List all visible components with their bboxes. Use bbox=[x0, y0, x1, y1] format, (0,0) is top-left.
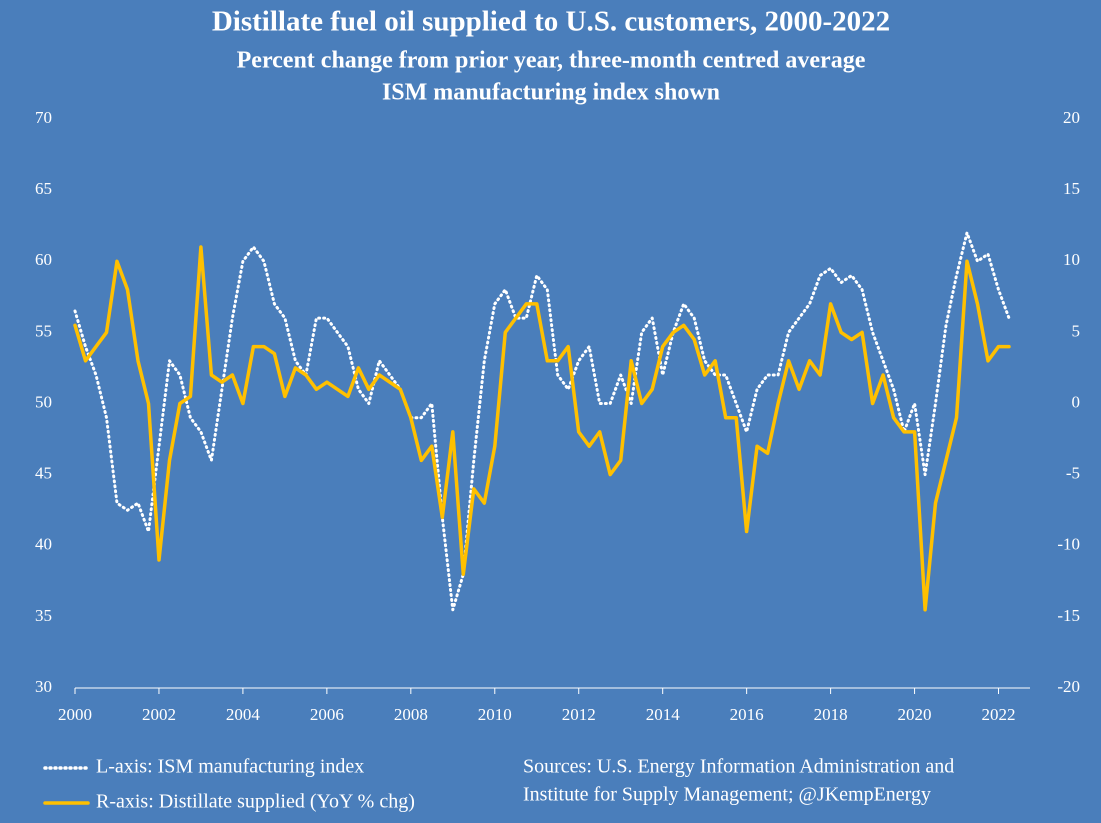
x-tick-label: 2020 bbox=[898, 705, 932, 724]
chart-subtitle: Percent change from prior year, three-mo… bbox=[237, 48, 866, 74]
y-tick-label: 40 bbox=[35, 535, 52, 554]
source: Sources: U.S. Energy Information Adminis… bbox=[523, 756, 954, 778]
legend-label: R-axis: Distillate supplied (YoY % chg) bbox=[96, 791, 415, 813]
y2-tick-label: 10 bbox=[1063, 250, 1080, 269]
y2-tick-label: 20 bbox=[1063, 108, 1080, 127]
x-tick-label: 2004 bbox=[226, 705, 261, 724]
y-tick-label: 70 bbox=[35, 108, 52, 127]
x-tick-label: 2012 bbox=[562, 705, 596, 724]
y-tick-label: 30 bbox=[35, 677, 52, 696]
y-tick-label: 65 bbox=[35, 179, 52, 198]
source: Institute for Supply Management; @JKempE… bbox=[523, 784, 931, 806]
x-tick-label: 2008 bbox=[394, 705, 428, 724]
y-tick-label: 60 bbox=[35, 250, 52, 269]
x-tick-label: 2016 bbox=[730, 705, 764, 724]
y2-tick-label: -10 bbox=[1057, 535, 1080, 554]
y-tick-label: 50 bbox=[35, 392, 52, 411]
y2-tick-label: 5 bbox=[1072, 321, 1081, 340]
x-tick-label: 2014 bbox=[646, 705, 681, 724]
chart-title: Distillate fuel oil supplied to U.S. cus… bbox=[212, 6, 890, 38]
legend-label: L-axis: ISM manufacturing index bbox=[96, 756, 364, 778]
series-line bbox=[73, 231, 1011, 612]
y2-tick-label: -5 bbox=[1066, 464, 1080, 483]
x-tick-label: 2018 bbox=[814, 705, 848, 724]
series-line bbox=[73, 245, 1011, 612]
y-tick-label: 55 bbox=[35, 321, 52, 340]
x-tick-label: 2006 bbox=[310, 705, 344, 724]
y2-tick-label: 0 bbox=[1072, 392, 1081, 411]
y-tick-label: 45 bbox=[35, 464, 52, 483]
y2-tick-label: -15 bbox=[1057, 606, 1080, 625]
x-tick-label: 2022 bbox=[982, 705, 1016, 724]
y2-tick-label: -20 bbox=[1057, 677, 1080, 696]
chart-subtitle: ISM manufacturing index shown bbox=[382, 80, 720, 106]
x-tick-label: 2010 bbox=[478, 705, 512, 724]
x-tick-label: 2000 bbox=[58, 705, 92, 724]
y2-tick-label: 15 bbox=[1063, 179, 1080, 198]
x-tick-label: 2002 bbox=[142, 705, 176, 724]
y-tick-label: 35 bbox=[35, 606, 52, 625]
